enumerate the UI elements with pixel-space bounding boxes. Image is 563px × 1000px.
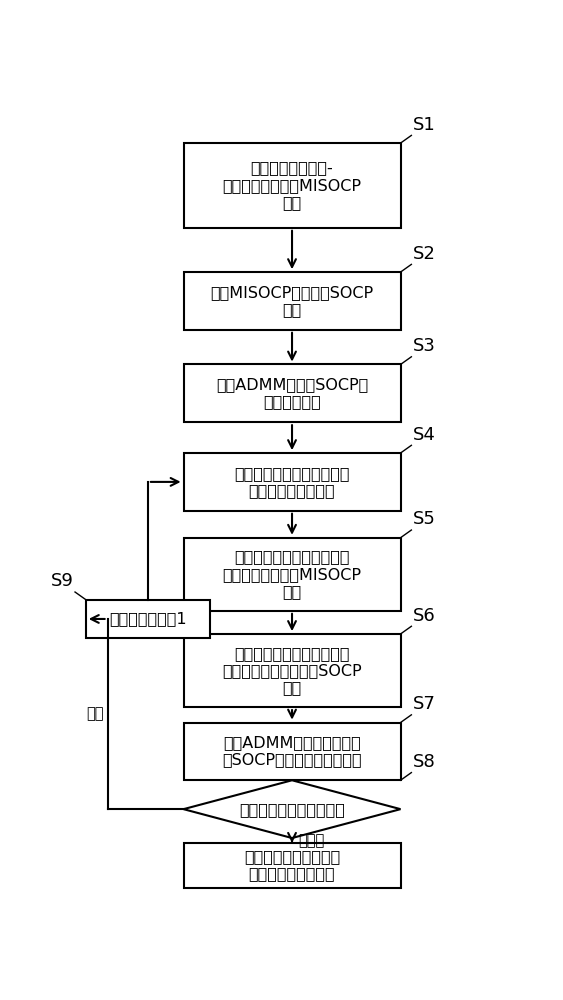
Text: 返回当前各区域调度计
划作为最终调度结果: 返回当前各区域调度计 划作为最终调度结果 — [244, 849, 340, 882]
Text: 根据MISOCP模型获得SOCP
模型: 根据MISOCP模型获得SOCP 模型 — [211, 285, 374, 317]
Text: 建立多个区域的电-
气综合能源系统的MISOCP
模型: 建立多个区域的电- 气综合能源系统的MISOCP 模型 — [222, 161, 361, 210]
Text: S8: S8 — [413, 753, 436, 771]
Text: S7: S7 — [413, 695, 436, 713]
FancyBboxPatch shape — [184, 364, 400, 422]
Text: S2: S2 — [413, 245, 436, 263]
Text: 固定求解得到的各区域整数
变量的值，获得更新的SOCP
模型: 固定求解得到的各区域整数 变量的值，获得更新的SOCP 模型 — [222, 646, 362, 695]
Text: 使迭代次数增加1: 使迭代次数增加1 — [109, 611, 187, 626]
FancyBboxPatch shape — [184, 723, 400, 780]
Text: 固定求解得到的共享信息值
，更新整数变量的值: 固定求解得到的共享信息值 ，更新整数变量的值 — [234, 466, 350, 498]
Text: 采用ADMM算法对SOCP模
型进行初始化: 采用ADMM算法对SOCP模 型进行初始化 — [216, 377, 368, 410]
FancyBboxPatch shape — [184, 143, 400, 228]
Text: 不变化: 不变化 — [298, 833, 324, 848]
Text: 判断整数变量的变化情况: 判断整数变量的变化情况 — [239, 802, 345, 817]
Text: 采用ADMM算法对所述更新
的SOCP模型进行分布式优化: 采用ADMM算法对所述更新 的SOCP模型进行分布式优化 — [222, 735, 362, 768]
Text: S4: S4 — [413, 426, 436, 444]
Text: S3: S3 — [413, 337, 436, 355]
Text: S6: S6 — [413, 607, 436, 625]
FancyBboxPatch shape — [184, 538, 400, 611]
Text: S5: S5 — [413, 510, 436, 528]
Polygon shape — [184, 780, 400, 838]
Text: S1: S1 — [413, 116, 436, 134]
FancyBboxPatch shape — [86, 600, 210, 638]
FancyBboxPatch shape — [184, 634, 400, 707]
Text: 各区域采用连续锥优化算法
，自治求解各区域MISOCP
模型: 各区域采用连续锥优化算法 ，自治求解各区域MISOCP 模型 — [222, 549, 361, 599]
Text: 变化: 变化 — [86, 707, 104, 722]
Text: S9: S9 — [51, 572, 74, 590]
FancyBboxPatch shape — [184, 453, 400, 511]
FancyBboxPatch shape — [184, 272, 400, 330]
FancyBboxPatch shape — [184, 843, 400, 888]
